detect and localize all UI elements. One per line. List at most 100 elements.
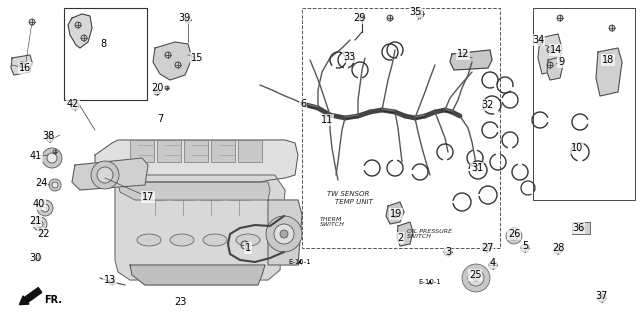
Polygon shape [72, 158, 148, 190]
Text: 34: 34 [532, 35, 544, 45]
Text: 28: 28 [552, 243, 564, 253]
Polygon shape [538, 34, 562, 74]
Circle shape [609, 25, 615, 31]
Ellipse shape [236, 234, 260, 246]
Circle shape [42, 148, 62, 168]
Circle shape [489, 261, 497, 269]
Text: E-10-1: E-10-1 [419, 279, 442, 285]
Circle shape [274, 224, 294, 244]
Text: 30: 30 [29, 253, 41, 263]
Text: 1: 1 [245, 243, 251, 253]
Circle shape [52, 182, 58, 188]
Text: 7: 7 [157, 114, 163, 124]
Text: 19: 19 [390, 209, 402, 219]
Text: 26: 26 [508, 229, 520, 239]
Circle shape [46, 134, 54, 142]
Polygon shape [130, 265, 265, 285]
Text: 14: 14 [550, 45, 562, 55]
Polygon shape [397, 222, 413, 246]
Circle shape [280, 230, 288, 238]
Circle shape [359, 15, 365, 21]
Text: 22: 22 [38, 229, 51, 239]
Text: 31: 31 [471, 163, 483, 173]
Text: 24: 24 [35, 178, 47, 188]
Text: 33: 33 [343, 52, 355, 62]
Polygon shape [95, 140, 298, 182]
Circle shape [75, 22, 81, 28]
Text: E-15-1: E-15-1 [289, 259, 312, 265]
Circle shape [547, 47, 553, 53]
Text: 38: 38 [42, 131, 54, 141]
Polygon shape [268, 200, 302, 265]
Circle shape [47, 153, 57, 163]
Circle shape [473, 275, 479, 281]
Circle shape [557, 15, 563, 21]
Text: 8: 8 [100, 39, 106, 49]
Circle shape [109, 279, 115, 285]
Polygon shape [115, 175, 285, 280]
Bar [302, 8, 500, 248]
Text: 10: 10 [571, 143, 583, 153]
Circle shape [53, 150, 57, 154]
Circle shape [37, 200, 53, 216]
Ellipse shape [203, 234, 227, 246]
Circle shape [521, 244, 529, 252]
Text: 40: 40 [33, 199, 45, 209]
Circle shape [462, 264, 490, 292]
Text: 39: 39 [178, 13, 190, 23]
Circle shape [35, 255, 41, 261]
Text: FR.: FR. [44, 295, 62, 305]
Circle shape [537, 39, 543, 45]
Circle shape [154, 89, 160, 95]
Text: OIL PRESSURE
SWITCH: OIL PRESSURE SWITCH [407, 229, 452, 239]
Text: 23: 23 [174, 297, 186, 307]
Text: 15: 15 [191, 53, 203, 63]
Bar [211, 140, 235, 162]
Text: 17: 17 [142, 192, 154, 202]
Circle shape [71, 102, 79, 110]
Circle shape [554, 246, 562, 254]
Text: 4: 4 [490, 258, 496, 268]
Text: 41: 41 [30, 151, 42, 161]
Bar [64, 8, 147, 100]
Text: 32: 32 [481, 100, 493, 110]
Text: 21: 21 [29, 216, 41, 226]
Text: 25: 25 [468, 270, 481, 280]
Polygon shape [11, 55, 32, 75]
Circle shape [185, 17, 191, 23]
Text: 16: 16 [19, 63, 31, 73]
Polygon shape [153, 42, 192, 80]
Text: THERM
SWITCH: THERM SWITCH [320, 217, 345, 227]
Circle shape [547, 62, 553, 68]
Polygon shape [547, 57, 563, 80]
Bar [157, 140, 181, 162]
Text: TEMP UNIT: TEMP UNIT [335, 199, 373, 205]
Text: 5: 5 [522, 241, 528, 251]
Circle shape [29, 19, 35, 25]
Polygon shape [68, 14, 92, 48]
Circle shape [91, 161, 119, 189]
Bar [533, 8, 635, 200]
Bar [238, 140, 262, 162]
Text: 27: 27 [481, 243, 493, 253]
Text: 9: 9 [558, 57, 564, 67]
Text: 35: 35 [410, 7, 422, 17]
Text: 36: 36 [572, 223, 584, 233]
Bar [130, 140, 154, 162]
Circle shape [392, 212, 398, 218]
FancyArrow shape [19, 288, 42, 305]
Polygon shape [450, 50, 492, 70]
Bar [572, 222, 590, 234]
Circle shape [468, 270, 484, 286]
Text: 6: 6 [300, 99, 306, 109]
Text: 37: 37 [595, 291, 607, 301]
Circle shape [49, 179, 61, 191]
Circle shape [37, 221, 43, 227]
Circle shape [97, 167, 113, 183]
Circle shape [416, 10, 424, 18]
Text: 2: 2 [397, 233, 403, 243]
Text: 42: 42 [67, 99, 79, 109]
Circle shape [266, 216, 302, 252]
Circle shape [165, 86, 169, 90]
Circle shape [19, 62, 25, 68]
